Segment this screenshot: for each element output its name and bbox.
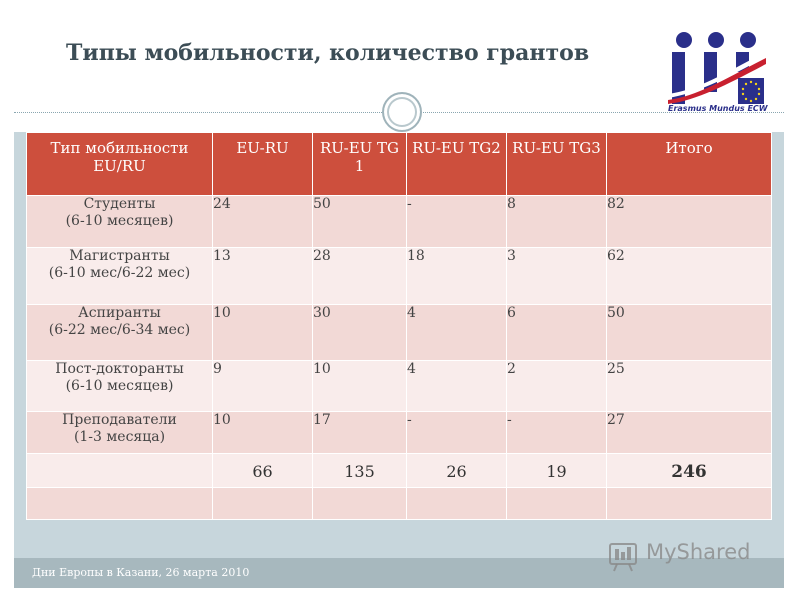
header-eu-ru: EU-RU: [212, 132, 313, 196]
table-header-row: Тип мобильности EU/RU EU-RU RU-EU TG 1 R…: [26, 132, 772, 196]
cell-value: 24: [212, 195, 313, 248]
decorative-circle-icon: [382, 92, 422, 132]
table-row: Аспиранты (6-22 мес/6-34 мес) 10 30 4 6 5…: [26, 304, 772, 361]
total-value: 19: [506, 453, 607, 488]
cell-value: 4: [406, 304, 507, 361]
row-label-duration: (6-10 месяцев): [65, 213, 174, 229]
cell-value: 9: [212, 360, 313, 412]
totals-row: 66 135 26 19 246: [26, 453, 772, 488]
cell-value: -: [406, 411, 507, 454]
row-label-duration: (1-3 месяца): [73, 429, 166, 445]
cell-value: 18: [406, 247, 507, 305]
empty-cell: [506, 487, 607, 520]
header-ru-eu-tg1: RU-EU TG 1: [312, 132, 407, 196]
empty-cell: [606, 487, 772, 520]
logo-caption: Erasmus Mundus ECW: [668, 104, 768, 113]
slide-title: Типы мобильности, количество грантов: [66, 40, 590, 66]
cell-value: 4: [406, 360, 507, 412]
cell-value: 17: [312, 411, 407, 454]
cell-value: 82: [606, 195, 772, 248]
table-row: Студенты (6-10 месяцев) 24 50 - 8 82: [26, 195, 772, 248]
header-total: Итого: [606, 132, 772, 196]
table-row: Пост-докторанты (6-10 месяцев) 9 10 4 2 2…: [26, 360, 772, 412]
cell-value: 50: [606, 304, 772, 361]
footer-text: Дни Европы в Казани, 26 марта 2010: [32, 566, 250, 579]
cell-value: 10: [212, 411, 313, 454]
cell-value: 8: [506, 195, 607, 248]
empty-cell: [312, 487, 407, 520]
total-value: 135: [312, 453, 407, 488]
cell-value: 13: [212, 247, 313, 305]
header-mobility-type: Тип мобильности EU/RU: [26, 132, 213, 196]
row-label: Магистранты (6-10 мес/6-22 мес): [26, 247, 213, 305]
row-label: Студенты (6-10 месяцев): [26, 195, 213, 248]
total-value: 66: [212, 453, 313, 488]
table-row: Преподаватели (1-3 месяца) 10 17 - - 27: [26, 411, 772, 454]
cell-value: 62: [606, 247, 772, 305]
row-label: Преподаватели (1-3 месяца): [26, 411, 213, 454]
cell-value: 25: [606, 360, 772, 412]
row-label-duration: (6-10 мес/6-22 мес): [48, 265, 191, 281]
row-label-name: Магистранты: [69, 248, 170, 264]
row-label-duration: (6-10 месяцев): [65, 378, 174, 394]
empty-cell: [212, 487, 313, 520]
cell-value: 6: [506, 304, 607, 361]
cell-value: 28: [312, 247, 407, 305]
cell-value: 10: [312, 360, 407, 412]
empty-row: [26, 487, 772, 520]
row-label: Пост-докторанты (6-10 месяцев): [26, 360, 213, 412]
total-value: 26: [406, 453, 507, 488]
cell-value: -: [406, 195, 507, 248]
erasmus-mundus-logo: [668, 30, 766, 106]
cell-value: 27: [606, 411, 772, 454]
watermark-text: MyShared: [646, 540, 751, 564]
cell-value: -: [506, 411, 607, 454]
cell-value: 2: [506, 360, 607, 412]
footer-bar: [14, 558, 784, 588]
totals-label-empty: [26, 453, 213, 488]
myshared-watermark-icon: [609, 543, 637, 572]
grand-total-value: 246: [606, 453, 772, 488]
row-label-name: Преподаватели: [62, 412, 177, 428]
row-label: Аспиранты (6-22 мес/6-34 мес): [26, 304, 213, 361]
header-ru-eu-tg3: RU-EU TG3: [506, 132, 607, 196]
cell-value: 30: [312, 304, 407, 361]
empty-cell: [26, 487, 213, 520]
row-label-name: Пост-докторанты: [55, 361, 184, 377]
logo-figures-icon: [668, 32, 766, 104]
row-label-duration: (6-22 мес/6-34 мес): [48, 322, 191, 338]
table-row: Магистранты (6-10 мес/6-22 мес) 13 28 18 …: [26, 247, 772, 305]
cell-value: 3: [506, 247, 607, 305]
row-label-name: Студенты: [83, 196, 156, 212]
row-label-name: Аспиранты: [78, 305, 161, 321]
empty-cell: [406, 487, 507, 520]
cell-value: 50: [312, 195, 407, 248]
grants-table: Тип мобильности EU/RU EU-RU RU-EU TG 1 R…: [26, 132, 772, 520]
header-ru-eu-tg2: RU-EU TG2: [406, 132, 507, 196]
cell-value: 10: [212, 304, 313, 361]
